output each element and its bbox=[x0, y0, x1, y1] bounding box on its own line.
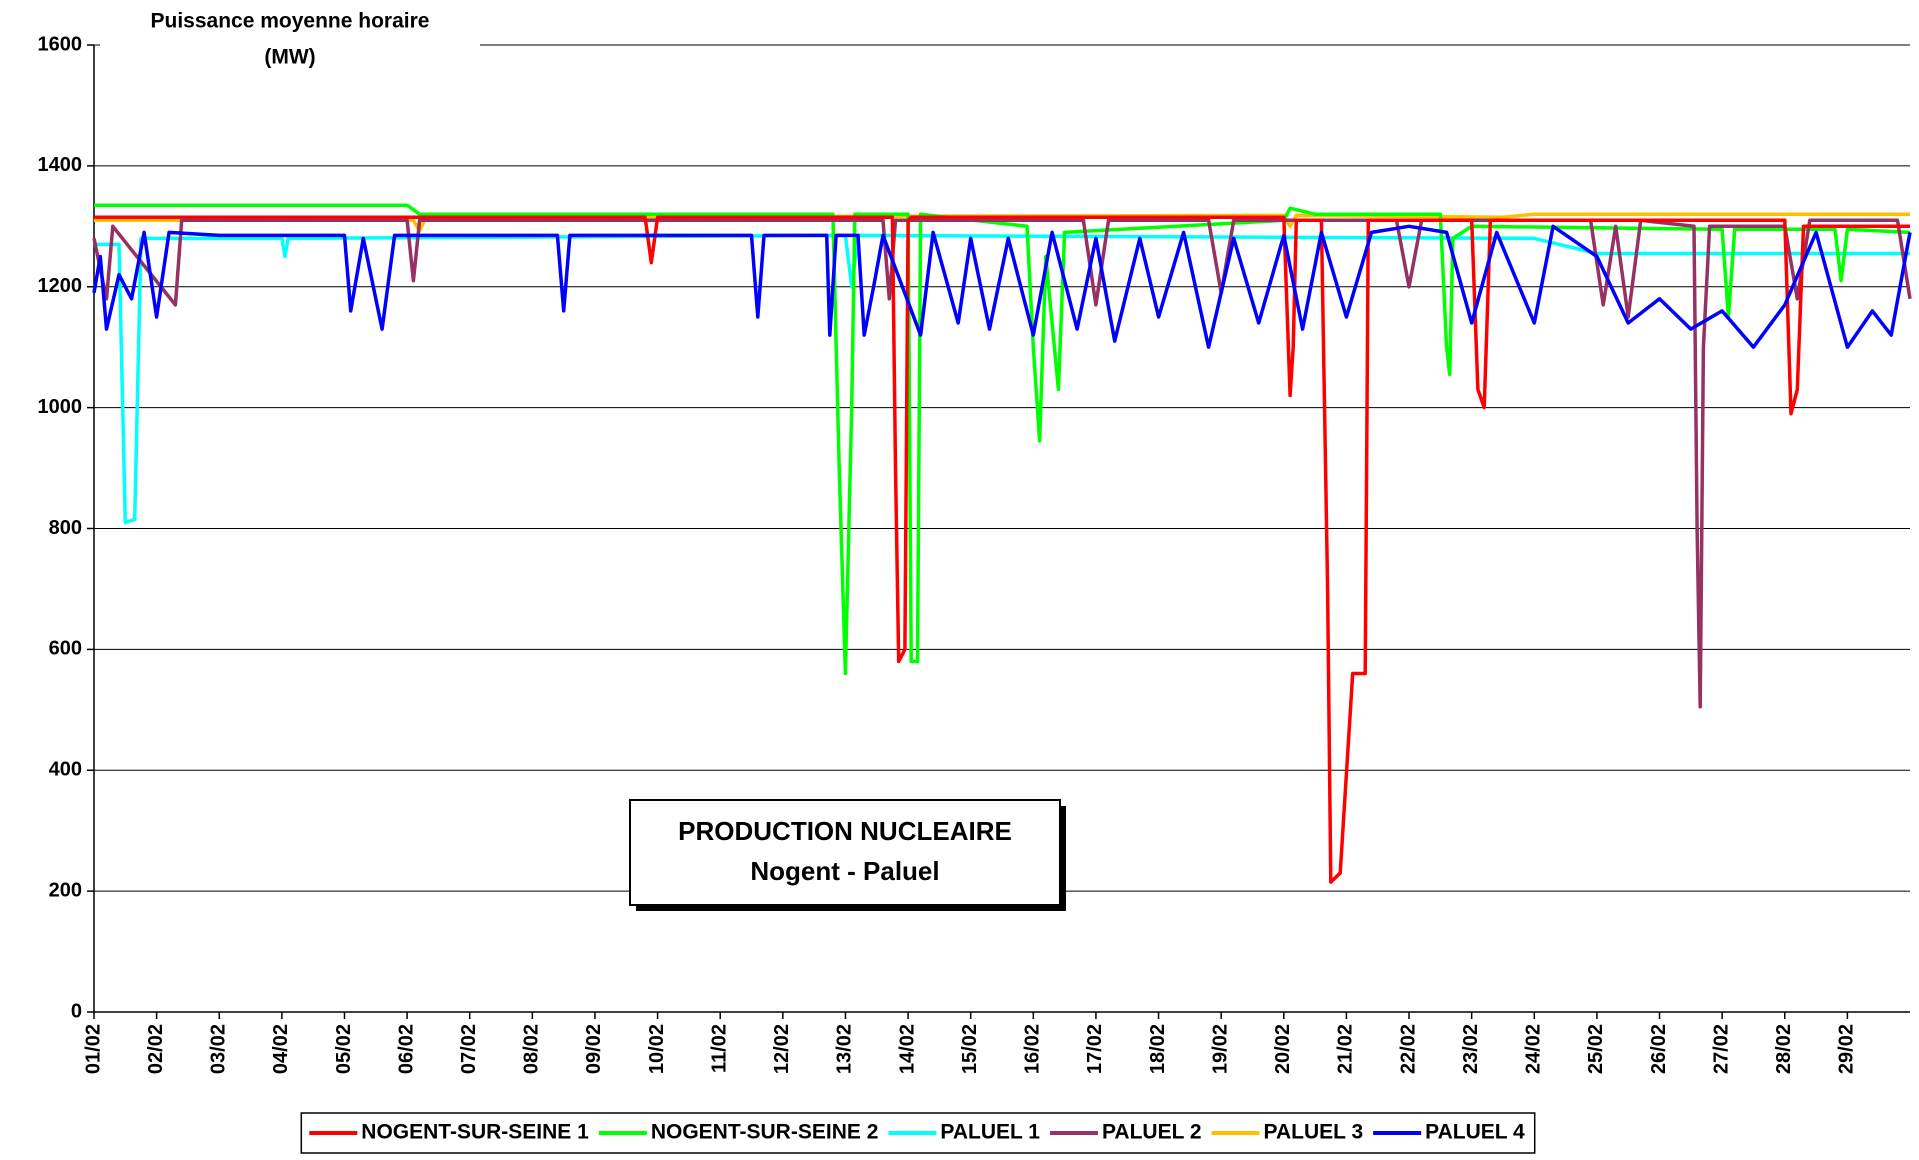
x-tick-label: 09/02 bbox=[583, 1024, 605, 1074]
x-tick-label: 13/02 bbox=[834, 1024, 856, 1074]
legend-label: PALUEL 1 bbox=[940, 1121, 1040, 1144]
x-tick-label: 22/02 bbox=[1397, 1024, 1419, 1074]
y-tick-label: 1200 bbox=[38, 275, 83, 297]
y-axis-label: (MW) bbox=[264, 46, 315, 69]
y-tick-label: 800 bbox=[49, 517, 82, 539]
y-tick-label: 200 bbox=[49, 879, 82, 901]
y-tick-label: 1600 bbox=[38, 33, 83, 55]
legend-label: NOGENT-SUR-SEINE 1 bbox=[361, 1121, 589, 1144]
x-tick-label: 29/02 bbox=[1836, 1024, 1858, 1074]
x-tick-label: 11/02 bbox=[708, 1024, 730, 1073]
y-tick-label: 1000 bbox=[38, 396, 83, 418]
x-tick-label: 27/02 bbox=[1710, 1024, 1732, 1074]
x-tick-label: 06/02 bbox=[395, 1024, 417, 1074]
x-tick-label: 23/02 bbox=[1460, 1024, 1482, 1074]
x-tick-label: 07/02 bbox=[458, 1024, 480, 1074]
x-tick-label: 17/02 bbox=[1084, 1024, 1106, 1074]
x-tick-label: 26/02 bbox=[1648, 1024, 1670, 1074]
x-tick-label: 21/02 bbox=[1335, 1024, 1357, 1074]
x-tick-label: 19/02 bbox=[1209, 1024, 1231, 1074]
x-tick-label: 01/02 bbox=[82, 1024, 104, 1074]
legend-label: PALUEL 3 bbox=[1264, 1121, 1364, 1144]
y-axis-label: Puissance moyenne horaire bbox=[151, 10, 430, 33]
x-tick-label: 25/02 bbox=[1585, 1024, 1607, 1074]
legend-label: NOGENT-SUR-SEINE 2 bbox=[651, 1121, 879, 1144]
y-tick-label: 600 bbox=[49, 638, 82, 660]
y-tick-label: 0 bbox=[71, 1000, 82, 1022]
x-tick-label: 28/02 bbox=[1773, 1024, 1795, 1074]
legend-label: PALUEL 4 bbox=[1425, 1121, 1525, 1144]
series-line bbox=[94, 233, 1910, 525]
legend-label: PALUEL 2 bbox=[1102, 1121, 1202, 1144]
y-tick-label: 400 bbox=[49, 759, 82, 781]
x-tick-label: 05/02 bbox=[333, 1024, 355, 1074]
x-tick-label: 20/02 bbox=[1272, 1024, 1294, 1074]
x-tick-label: 02/02 bbox=[145, 1024, 167, 1074]
chart-subtitle: Nogent - Paluel bbox=[750, 856, 939, 886]
y-label-bg bbox=[100, 4, 480, 84]
series-line bbox=[92, 218, 1912, 709]
x-tick-label: 24/02 bbox=[1523, 1024, 1545, 1074]
chart-title: PRODUCTION NUCLEAIRE bbox=[678, 816, 1012, 846]
series-line bbox=[92, 224, 1912, 349]
title-box bbox=[629, 799, 1061, 906]
y-tick-label: 1400 bbox=[38, 154, 83, 176]
x-tick-label: 12/02 bbox=[771, 1024, 793, 1074]
x-tick-label: 03/02 bbox=[208, 1024, 230, 1074]
x-tick-label: 18/02 bbox=[1147, 1024, 1169, 1074]
x-tick-label: 04/02 bbox=[270, 1024, 292, 1074]
x-tick-label: 14/02 bbox=[896, 1024, 918, 1074]
series-line bbox=[94, 203, 1911, 676]
x-tick-label: 08/02 bbox=[521, 1024, 543, 1074]
x-tick-label: 16/02 bbox=[1022, 1024, 1044, 1074]
x-tick-label: 15/02 bbox=[959, 1024, 981, 1074]
x-tick-label: 10/02 bbox=[646, 1024, 668, 1074]
